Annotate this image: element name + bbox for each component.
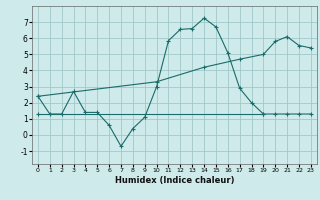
X-axis label: Humidex (Indice chaleur): Humidex (Indice chaleur) xyxy=(115,176,234,185)
